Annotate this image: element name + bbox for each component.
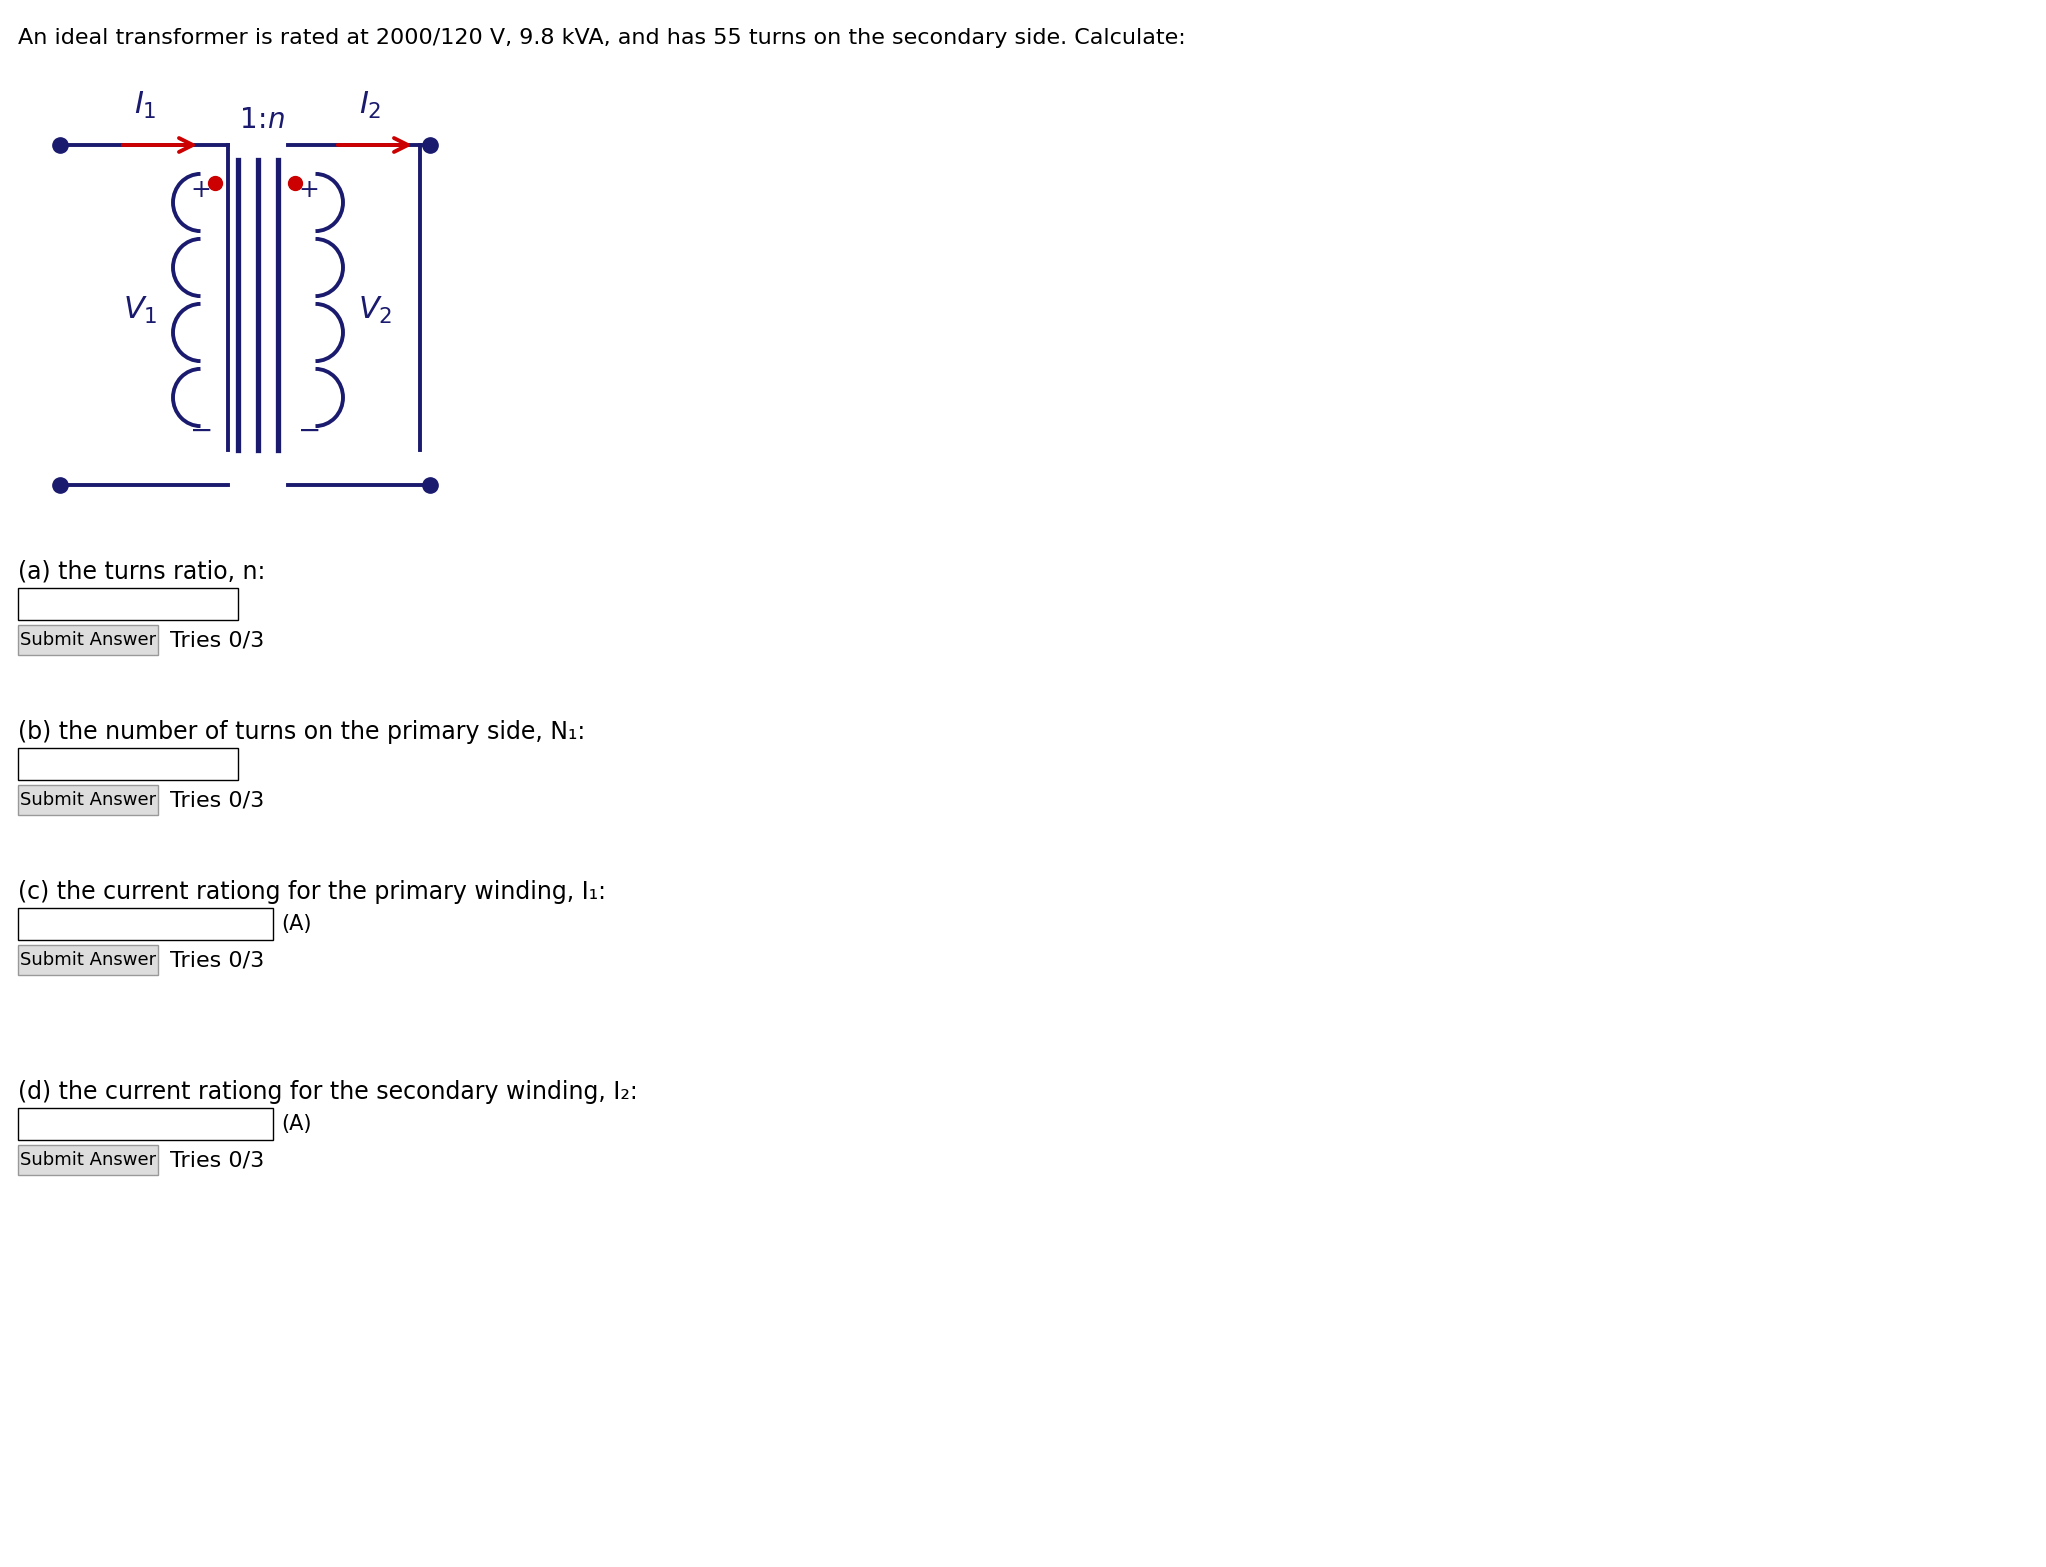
FancyBboxPatch shape <box>18 945 158 975</box>
Text: (b) the number of turns on the primary side, N₁:: (b) the number of turns on the primary s… <box>18 719 585 744</box>
Text: $-$: $-$ <box>297 415 319 443</box>
FancyBboxPatch shape <box>18 907 272 940</box>
Text: (d) the current rationg for the secondary winding, I₂:: (d) the current rationg for the secondar… <box>18 1080 638 1105</box>
FancyBboxPatch shape <box>18 588 237 621</box>
Text: An ideal transformer is rated at 2000/120 V, 9.8 kVA, and has 55 turns on the se: An ideal transformer is rated at 2000/12… <box>18 28 1187 49</box>
Text: $+$: $+$ <box>299 179 317 202</box>
Text: Tries 0/3: Tries 0/3 <box>170 790 264 810</box>
Text: $1\!:\!n$: $1\!:\!n$ <box>239 107 284 135</box>
Text: Submit Answer: Submit Answer <box>20 791 155 809</box>
Text: (a) the turns ratio, n:: (a) the turns ratio, n: <box>18 559 266 584</box>
Text: $V_1$: $V_1$ <box>123 295 158 326</box>
Text: $-$: $-$ <box>188 415 211 443</box>
Text: Submit Answer: Submit Answer <box>20 1152 155 1169</box>
FancyBboxPatch shape <box>18 747 237 780</box>
FancyBboxPatch shape <box>18 1108 272 1141</box>
FancyBboxPatch shape <box>18 785 158 815</box>
Text: (c) the current rationg for the primary winding, I₁:: (c) the current rationg for the primary … <box>18 881 606 904</box>
Text: Submit Answer: Submit Answer <box>20 951 155 968</box>
Text: $V_2$: $V_2$ <box>358 295 393 326</box>
Text: (A): (A) <box>280 914 311 934</box>
FancyBboxPatch shape <box>18 1145 158 1175</box>
Text: Tries 0/3: Tries 0/3 <box>170 630 264 650</box>
Text: $I_2$: $I_2$ <box>358 89 381 121</box>
Text: $I_1$: $I_1$ <box>133 89 155 121</box>
FancyBboxPatch shape <box>18 625 158 655</box>
Text: Tries 0/3: Tries 0/3 <box>170 1150 264 1171</box>
Text: Tries 0/3: Tries 0/3 <box>170 950 264 970</box>
Text: Submit Answer: Submit Answer <box>20 632 155 649</box>
Text: (A): (A) <box>280 1114 311 1135</box>
Text: $+$: $+$ <box>190 179 211 202</box>
